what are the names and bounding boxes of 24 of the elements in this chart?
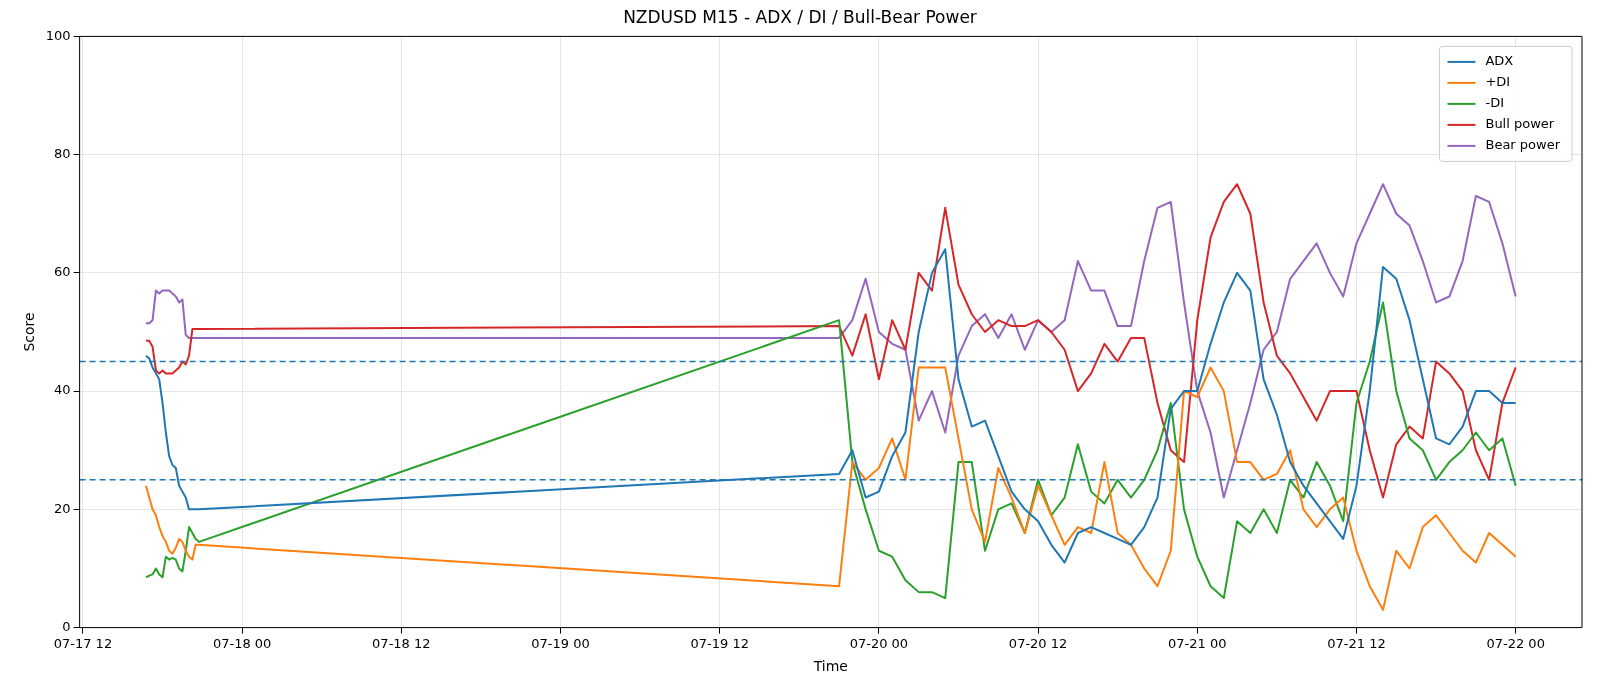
legend-label: +DI (1485, 74, 1511, 90)
y-tick-label: 80 (54, 146, 71, 162)
y-tick-label: 100 (45, 27, 71, 43)
x-tick-label: 07-21 00 (1168, 635, 1227, 651)
y-tick-label: 60 (54, 264, 71, 280)
x-tick-label: 07-21 12 (1327, 635, 1386, 651)
legend-label: ADX (1485, 53, 1514, 69)
x-tick-label: 07-18 12 (372, 635, 431, 651)
y-tick-label: 40 (54, 382, 71, 398)
y-axis-title: Score (21, 312, 38, 352)
x-tick-label: 07-19 12 (690, 635, 749, 651)
x-tick-label: 07-20 00 (849, 635, 909, 651)
y-tick-label: 20 (54, 500, 71, 516)
x-tick-label: 07-19 00 (531, 635, 590, 651)
legend-label: Bear power (1485, 137, 1561, 153)
y-tick-label: 0 (62, 618, 71, 634)
x-tick-label: 07-22 00 (1486, 635, 1545, 651)
legend-label: Bull power (1485, 116, 1555, 132)
x-tick-label: 07-20 12 (1008, 635, 1068, 651)
x-tick-label: 07-17 12 (53, 635, 113, 651)
chart-title: NZDUSD M15 - ADX / DI / Bull-Bear Power (623, 6, 977, 27)
x-tick-label: 07-18 00 (212, 635, 272, 651)
legend-label: -DI (1485, 95, 1505, 111)
x-axis-title: Time (812, 658, 848, 675)
